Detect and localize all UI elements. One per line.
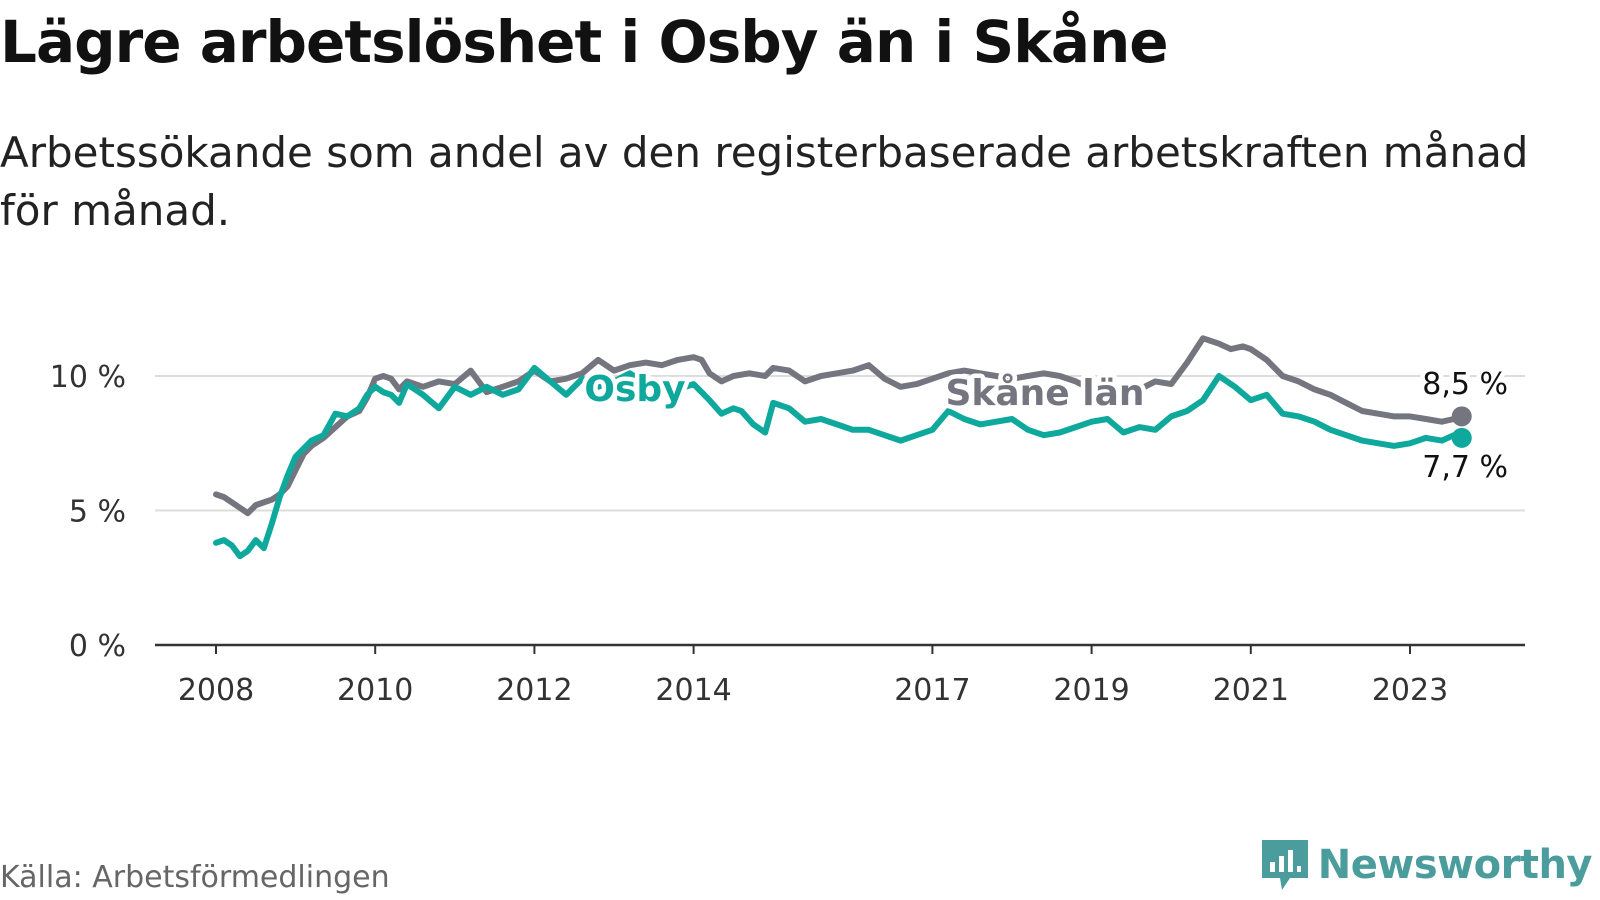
- chart-title: Lägre arbetslöshet i Osby än i Skåne: [0, 8, 1169, 76]
- series-lines: [213, 335, 1472, 560]
- line-chart: 0 % 5 % 10 % 2008 2010 2012 2014 2017 2019 2021 20…: [50, 335, 1525, 708]
- y-tick-label: 5 %: [69, 495, 126, 530]
- series-label-osby: Osby: [584, 369, 685, 410]
- chart-subtitle: Arbetssökande som andel av den registerb…: [0, 128, 1529, 235]
- end-point-osby: [1451, 427, 1472, 448]
- end-value-label-osby: 7,7 %: [1422, 450, 1508, 485]
- x-tick-label: 2019: [1053, 673, 1129, 708]
- y-tick-label: 0 %: [69, 629, 126, 664]
- x-tick-label: 2017: [894, 673, 970, 708]
- series-line-osby: [213, 364, 1465, 560]
- x-tick-label: 2021: [1213, 673, 1289, 708]
- brand-logo: Newsworthy: [1260, 838, 1593, 892]
- source-note: Källa: Arbetsförmedlingen: [0, 860, 390, 895]
- x-tick-label: 2008: [178, 673, 254, 708]
- x-tick-label: 2023: [1372, 673, 1448, 708]
- gridlines: [155, 375, 1525, 512]
- y-tick-label: 10 %: [50, 360, 126, 395]
- end-point-sk-ne-l-n: [1451, 406, 1472, 427]
- newsworthy-logo-icon: [1261, 840, 1308, 890]
- axes: 0 % 5 % 10 % 2008 2010 2012 2014 2017 2019 2021 20…: [50, 360, 1525, 708]
- x-tick-label: 2012: [496, 673, 572, 708]
- end-value-label-skane-lan: 8,5 %: [1422, 367, 1508, 402]
- x-tick-label: 2014: [655, 673, 731, 708]
- annotations: Osby Skåne län 8,5 % 7,7 %: [580, 363, 1513, 490]
- x-tick-label: 2010: [337, 673, 413, 708]
- brand-name: Newsworthy: [1317, 842, 1593, 888]
- series-label-skane-lan: Skåne län: [945, 373, 1144, 414]
